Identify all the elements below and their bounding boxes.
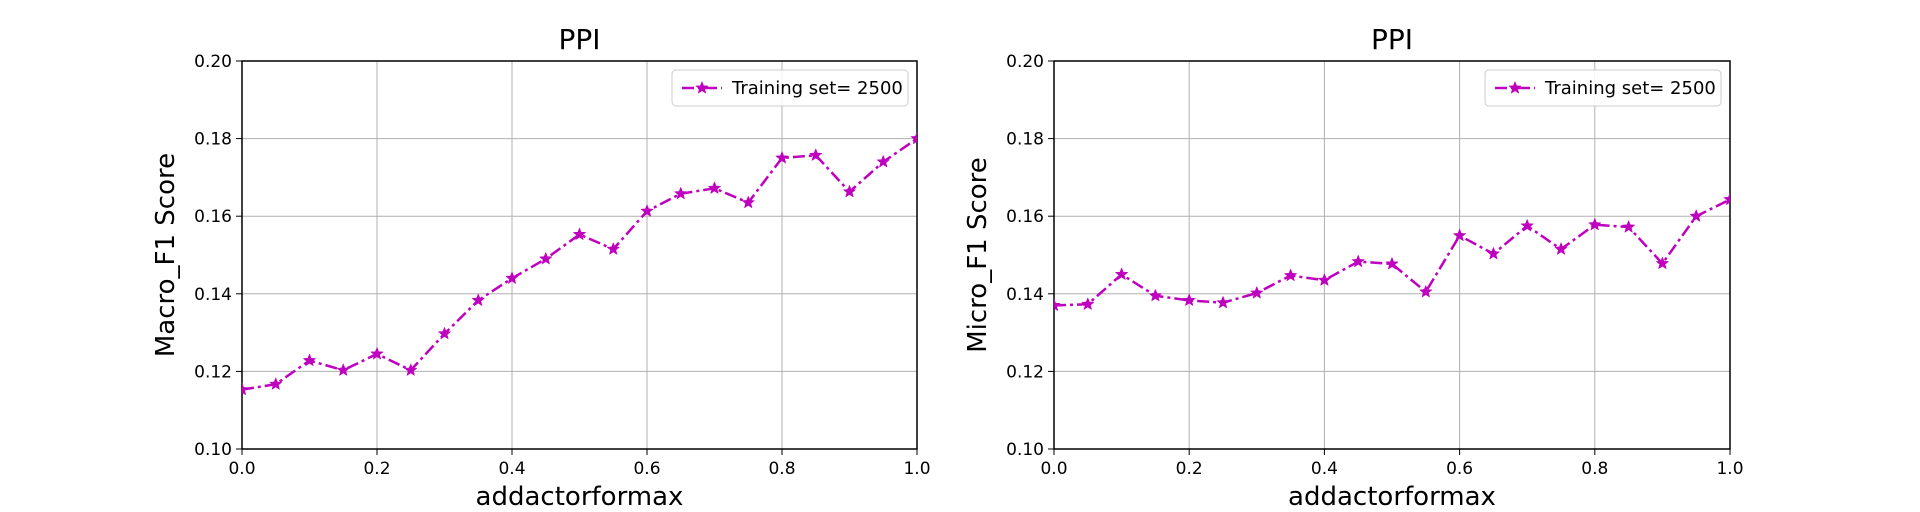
legend-label: Training set= 2500 <box>1544 78 1716 99</box>
y-tick-label: 0.10 <box>194 440 232 460</box>
y-tick-label: 0.20 <box>1006 52 1044 72</box>
x-axis-label: addactorformax <box>1288 482 1496 512</box>
y-tick-label: 0.20 <box>194 52 232 72</box>
legend: Training set= 2500 <box>1484 69 1722 107</box>
data-point-star <box>1054 298 1061 312</box>
data-point-star <box>1283 268 1298 282</box>
x-tick-label: 0.0 <box>228 459 255 479</box>
data-point-star <box>1621 219 1636 233</box>
x-tick-label: 1.0 <box>1716 459 1743 479</box>
y-tick-label: 0.12 <box>1006 362 1044 382</box>
series-1 <box>242 131 917 396</box>
data-point-star <box>1182 293 1197 307</box>
data-point-star <box>1216 295 1230 309</box>
x-tick-label: 1.0 <box>903 459 930 479</box>
chart-panel-1: 0.0 0.2 0.4 0.6 0.8 1.0 0.10 0.12 0.14 0.16 0.18 0.… <box>151 23 931 512</box>
data-point-star <box>1520 218 1535 232</box>
data-point-star <box>1655 256 1670 270</box>
data-point-star <box>808 148 823 162</box>
y-tick-label: 0.14 <box>1006 285 1044 305</box>
data-point-star <box>640 203 654 217</box>
series-line <box>242 137 917 391</box>
y-tick-label: 0.10 <box>1006 440 1044 460</box>
chart-title: PPI <box>558 23 600 56</box>
y-tick-label: 0.16 <box>1006 207 1044 227</box>
data-point-star <box>370 346 384 360</box>
data-point-star <box>1351 254 1366 268</box>
x-tick-label: 0.2 <box>1176 459 1203 479</box>
legend: Training set= 2500 <box>671 69 909 107</box>
x-tick-label: 0.0 <box>1040 459 1067 479</box>
data-point-star <box>1723 192 1730 206</box>
data-point-star <box>471 293 486 307</box>
y-tick-label: 0.16 <box>194 207 232 227</box>
x-tick-label: 0.6 <box>633 459 660 479</box>
plot-frame <box>1053 60 1731 450</box>
data-point-star <box>1486 246 1501 260</box>
data-point-star <box>1080 297 1095 311</box>
data-point-star <box>538 251 553 265</box>
data-point-star <box>437 326 452 340</box>
data-point-star <box>1452 228 1467 242</box>
data-point-star <box>302 353 317 367</box>
data-point-star <box>673 186 688 200</box>
data-point-star <box>1249 285 1264 299</box>
data-point-star <box>1418 284 1433 298</box>
data-point-star <box>606 241 621 255</box>
x-tick-label: 0.6 <box>1446 459 1473 479</box>
y-axis-label: Micro_F1 Score <box>963 157 993 353</box>
data-point-star <box>707 181 722 195</box>
legend-label: Training set= 2500 <box>731 78 903 99</box>
data-point-star <box>1689 209 1704 223</box>
x-tick-label: 0.2 <box>363 459 390 479</box>
data-point-star <box>242 382 249 396</box>
data-point-star <box>1385 256 1399 270</box>
data-point-star <box>336 363 351 377</box>
chart-title: PPI <box>1371 23 1413 56</box>
x-tick-label: 0.4 <box>1311 459 1338 479</box>
plot-frame <box>241 60 918 450</box>
legend-star-marker <box>1508 80 1522 94</box>
legend-box <box>1484 69 1722 107</box>
data-point-star <box>842 184 857 198</box>
x-tick-label: 0.4 <box>498 459 525 479</box>
data-point-star <box>403 363 418 377</box>
y-tick-label: 0.18 <box>194 130 232 150</box>
chart-panel-2: 0.0 0.2 0.4 0.6 0.8 1.0 0.10 0.12 0.14 0.16 0.18 0.… <box>963 23 1744 512</box>
y-tick-label: 0.12 <box>194 362 232 382</box>
data-point-star <box>741 195 756 209</box>
x-tick-label: 0.8 <box>1581 459 1608 479</box>
legend-box <box>671 69 909 107</box>
data-point-star <box>876 154 891 168</box>
data-point-star <box>1114 267 1129 281</box>
x-tick-label: 0.8 <box>768 459 795 479</box>
data-point-star <box>1148 288 1163 302</box>
data-point-star <box>1587 217 1602 231</box>
y-tick-label: 0.14 <box>194 285 232 305</box>
data-point-star <box>572 227 587 241</box>
legend-star-marker <box>695 80 709 94</box>
data-point-star <box>910 131 917 145</box>
data-point-star <box>1317 273 1332 287</box>
series-1 <box>1054 192 1730 312</box>
data-point-star <box>1554 241 1568 255</box>
y-tick-label: 0.18 <box>1006 130 1044 150</box>
y-axis-label: Macro_F1 Score <box>151 153 181 357</box>
data-point-star <box>775 150 789 164</box>
x-axis-label: addactorformax <box>476 482 684 512</box>
data-point-star <box>268 377 283 391</box>
data-point-star <box>505 271 519 285</box>
